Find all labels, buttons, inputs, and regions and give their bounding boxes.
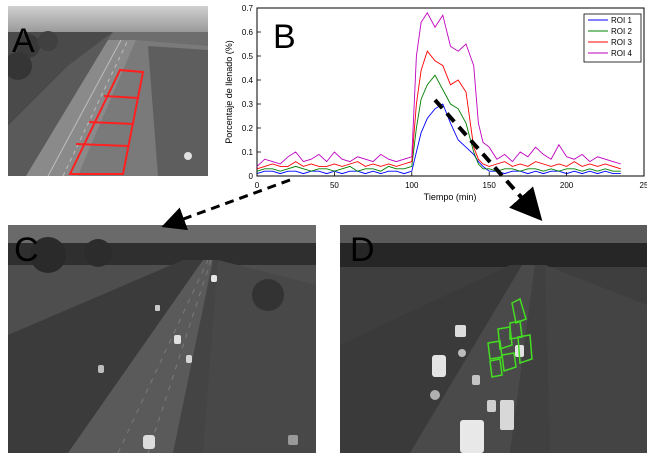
x-tick-label: 100 xyxy=(405,181,419,190)
x-tick-label: 50 xyxy=(330,181,339,190)
legend-label-roi-2: ROI 2 xyxy=(611,27,632,36)
panel-b-chart: 0 50 100 150 200 25 0 0.1 0.2 0.3 0.4 0.5 0.6 0.7 Tie… xyxy=(215,0,647,222)
vehicle-detection-overlay xyxy=(487,297,533,378)
x-tick-label: 200 xyxy=(560,181,574,190)
legend-label-roi-4: ROI 4 xyxy=(611,49,632,58)
legend-box xyxy=(583,13,642,63)
y-tick-label: 0.3 xyxy=(242,100,254,109)
series-line-roi-2 xyxy=(256,74,621,172)
highway-photo-a xyxy=(8,6,208,176)
legend-label-roi-3: ROI 3 xyxy=(611,38,632,47)
chart-legend: ROI 1 ROI 2 ROI 3 ROI 4 xyxy=(583,13,642,63)
y-tick-label: 0.7 xyxy=(242,4,254,13)
y-tick-label: 0 xyxy=(249,172,254,181)
x-axis-label: Tiempo (min) xyxy=(424,192,477,202)
panel-d-photo: D xyxy=(340,225,647,453)
panel-label-a: A xyxy=(12,22,35,60)
roi-outline-overlay xyxy=(68,68,145,175)
panel-label-b: B xyxy=(273,18,296,56)
x-tick-label: 150 xyxy=(483,181,497,190)
panel-a-photo: A xyxy=(8,6,208,176)
y-axis-label: Porcentaje de llenado (%) xyxy=(224,40,234,144)
legend-label-roi-1: ROI 1 xyxy=(611,16,632,25)
x-tick-label: 0 xyxy=(255,181,260,190)
y-tick-label: 0.4 xyxy=(242,76,254,85)
series-line-roi-3 xyxy=(256,50,621,170)
y-tick-label: 0.2 xyxy=(242,124,254,133)
panel-c-photo: C xyxy=(8,225,316,453)
y-tick-label: 0.6 xyxy=(242,28,254,37)
series-line-roi-4 xyxy=(256,11,621,167)
y-tick-label: 0.5 xyxy=(242,52,254,61)
y-tick-label: 0.1 xyxy=(242,148,254,157)
panel-label-d: D xyxy=(350,231,375,269)
x-tick-label: 25 xyxy=(640,181,647,190)
panel-label-c: C xyxy=(14,231,39,269)
highway-photo-c xyxy=(8,225,316,453)
